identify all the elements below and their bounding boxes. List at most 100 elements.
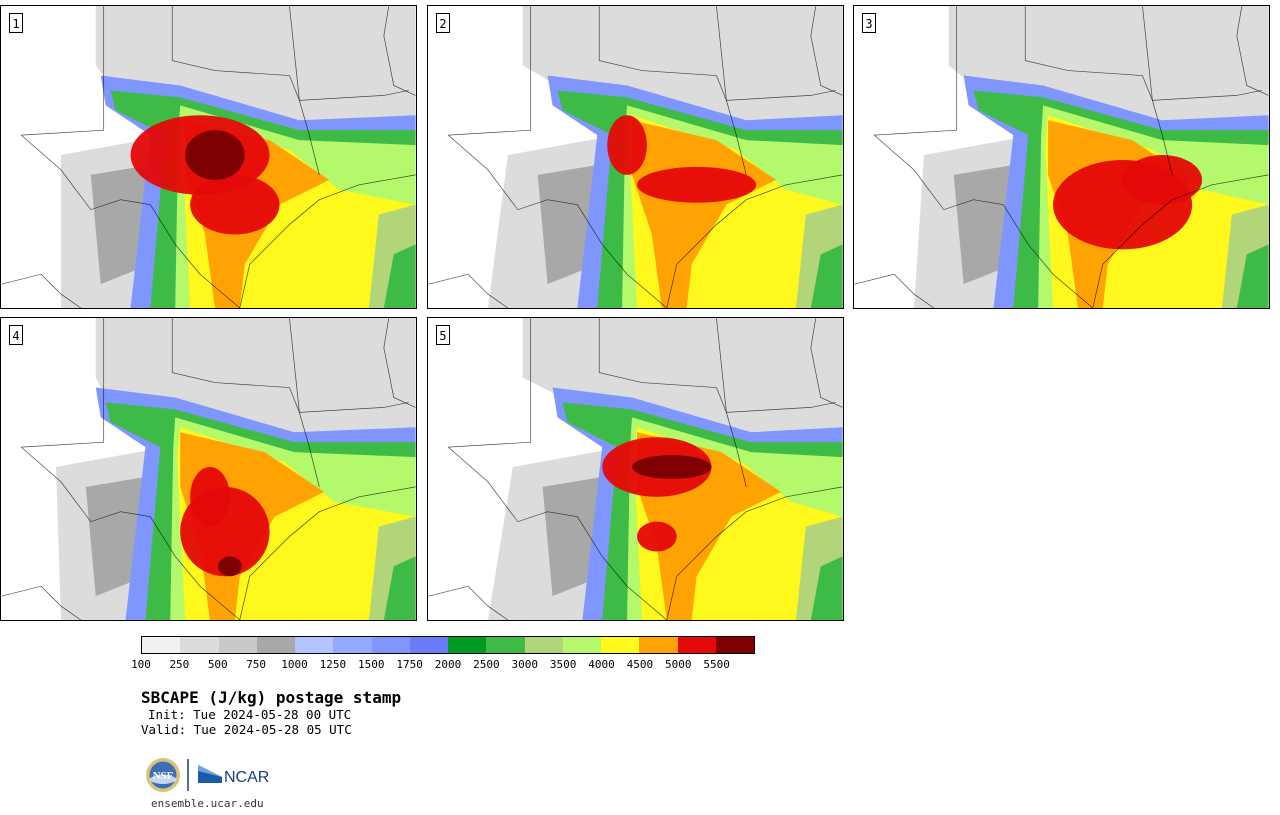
colorbar-tick-label: 4500: [626, 658, 654, 671]
nsf-logo: NSF: [146, 758, 180, 792]
colorbar-tick-label: 100: [131, 658, 151, 671]
colorbar-tick-label: 5000: [665, 658, 692, 671]
extreme-cape-core: [1122, 155, 1203, 205]
state-boundary: [1, 273, 82, 308]
extreme-cape-max: [632, 455, 712, 479]
colorbar-tick-label: 1750: [396, 658, 423, 671]
colorbar-tick-label: 250: [169, 658, 190, 671]
colorbar-tick-label: 2500: [473, 658, 500, 671]
low-cape-region: [537, 164, 598, 285]
map-panel-1[interactable]: 1: [0, 5, 417, 309]
gulf-region: [810, 556, 843, 620]
colorbar-swatch: [218, 637, 257, 653]
map-panel-5[interactable]: 5: [427, 317, 844, 621]
map-svg: [1, 318, 416, 620]
colorbar-swatch: [142, 637, 181, 653]
low-cape-region: [948, 6, 1269, 136]
map-panel-2[interactable]: 2: [427, 5, 844, 309]
low-cape-region: [953, 164, 1014, 285]
colorbar-tick-label: 1000: [281, 658, 308, 671]
map-panel-4[interactable]: 4: [0, 317, 417, 621]
colorbar-tick-label: 500: [207, 658, 228, 671]
low-cape-region: [522, 318, 843, 448]
colorbar-tick-label: 3500: [549, 658, 577, 671]
map-panel-3[interactable]: 3: [853, 5, 1270, 309]
chart-title: SBCAPE (J/kg) postage stamp: [141, 688, 402, 707]
panel-label: 1: [9, 13, 23, 33]
state-boundary: [448, 6, 532, 136]
colorbar: [141, 636, 755, 654]
colorbar-swatch: [715, 637, 754, 653]
state-boundary: [1, 585, 82, 620]
state-boundary: [171, 318, 409, 413]
map-svg: [428, 318, 843, 620]
state-boundary: [1142, 6, 1173, 175]
logo-svg: NSF NCAR: [146, 758, 269, 792]
state-boundary: [1024, 6, 1262, 101]
low-cape-region: [542, 476, 603, 597]
nsf-logo-text: NSF: [153, 770, 174, 782]
low-cape-region: [85, 476, 146, 597]
extreme-cape-core: [607, 115, 647, 175]
extreme-cape-core: [636, 166, 757, 203]
state-boundary: [598, 6, 836, 101]
extreme-cape-core: [190, 467, 230, 527]
colorbar-swatch: [448, 637, 487, 653]
colorbar-tick-label: 1500: [358, 658, 385, 671]
international-boundary: [448, 446, 668, 620]
state-boundary: [1236, 6, 1269, 96]
ncar-logo: NCAR: [198, 765, 269, 786]
map-svg: [854, 6, 1269, 308]
colorbar-tick-label: 750: [246, 658, 267, 671]
gulf-region: [1236, 244, 1269, 308]
website-url[interactable]: ensemble.ucar.edu: [151, 797, 264, 810]
coastline: [239, 486, 416, 620]
valid-time: Valid: Tue 2024-05-28 05 UTC: [141, 722, 352, 737]
panel-label: 5: [436, 325, 450, 345]
coastline: [666, 486, 843, 620]
panel-label: 4: [9, 325, 23, 345]
state-boundary: [598, 318, 836, 413]
map-svg: [1, 6, 416, 308]
state-boundary: [448, 318, 532, 448]
colorbar-swatch: [677, 637, 716, 653]
coastline: [239, 174, 416, 308]
state-boundary: [289, 6, 320, 175]
colorbar-swatch: [486, 637, 525, 653]
international-boundary: [448, 134, 668, 308]
state-boundary: [716, 318, 747, 487]
low-cape-region: [522, 6, 843, 136]
state-boundary: [810, 6, 843, 96]
colorbar-tick-label: 1250: [319, 658, 347, 671]
state-boundary: [383, 318, 416, 408]
extreme-cape-core: [636, 521, 677, 552]
state-boundary: [21, 6, 105, 136]
low-cape-region: [95, 318, 416, 448]
colorbar-swatch: [601, 637, 640, 653]
state-boundary: [383, 6, 416, 96]
map-svg: [428, 6, 843, 308]
colorbar-tick-label: 3000: [511, 658, 539, 671]
gulf-region: [383, 244, 416, 308]
state-boundary: [874, 6, 958, 136]
init-time: Init: Tue 2024-05-28 00 UTC: [148, 707, 352, 722]
colorbar-swatch: [409, 637, 448, 653]
extreme-cape-region: [632, 120, 777, 308]
colorbar-swatch: [256, 637, 295, 653]
colorbar-swatch: [180, 637, 219, 653]
state-boundary: [21, 318, 105, 448]
international-boundary: [874, 134, 1094, 308]
colorbar-swatch: [295, 637, 334, 653]
gulf-region: [383, 556, 416, 620]
colorbar-tick-label: 4000: [588, 658, 615, 671]
colorbar-swatch: [524, 637, 563, 653]
logos: NSF NCAR: [145, 757, 275, 793]
state-boundary: [171, 6, 409, 101]
colorbar-swatch: [333, 637, 372, 653]
colorbar-tick-label: 5500: [703, 658, 730, 671]
state-boundary: [289, 318, 320, 487]
low-cape-region: [90, 164, 151, 285]
state-boundary: [854, 273, 935, 308]
international-boundary: [21, 446, 241, 620]
colorbar-tick-label: 2000: [434, 658, 462, 671]
